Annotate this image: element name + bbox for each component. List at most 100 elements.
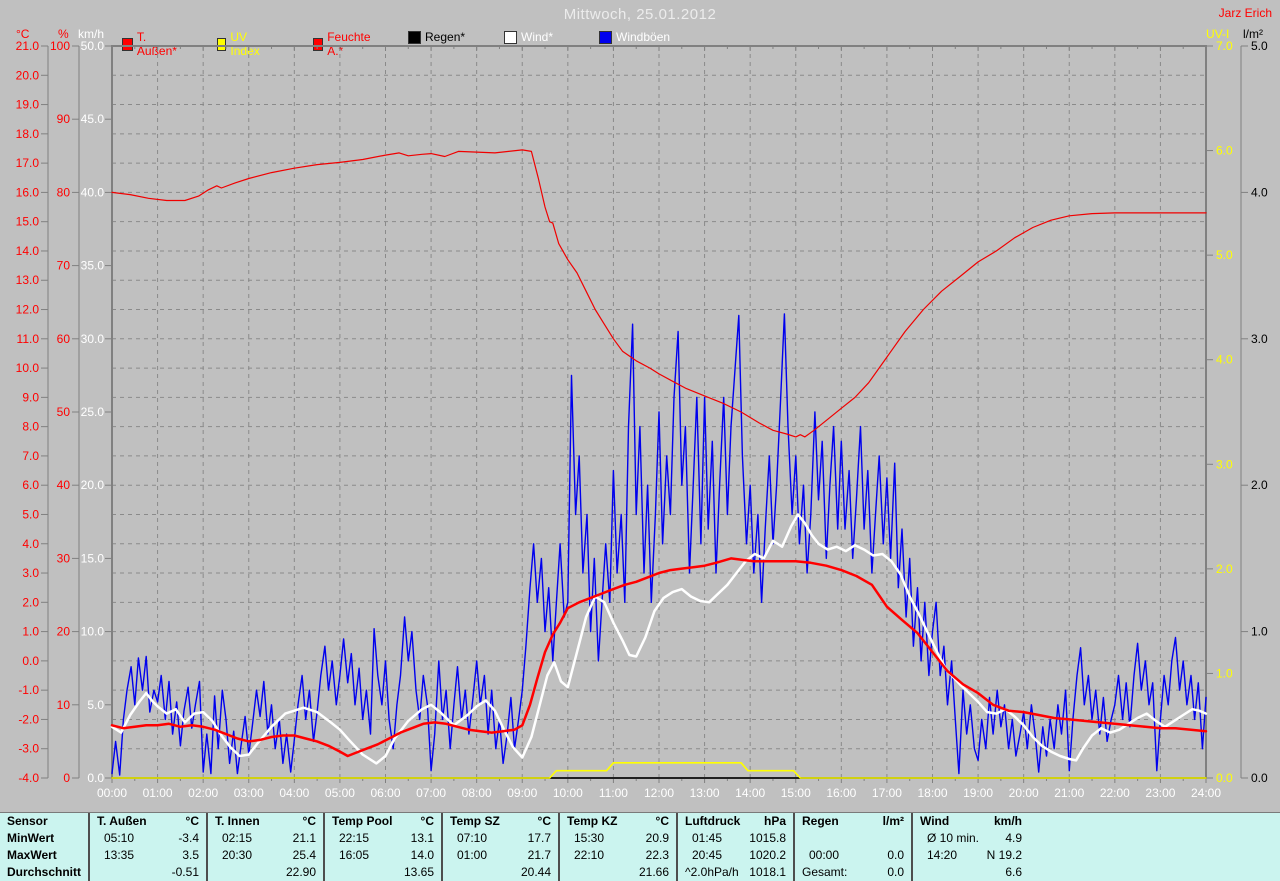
durchschnitt-value: -0.51: [171, 865, 199, 879]
x-axis-tick-label: 22:00: [1100, 786, 1130, 800]
y-axis-uv-tick-label: 7.0: [1216, 39, 1233, 53]
sensor-unit: °C: [420, 814, 434, 828]
y-axis-wind-tick-label: 30.0: [81, 332, 105, 346]
x-axis-tick-label: 03:00: [234, 786, 264, 800]
y-axis-wind-tick-label: 25.0: [81, 405, 105, 419]
y-axis-humidity-tick-label: 60: [57, 332, 71, 346]
y-axis-uv-tick-label: 0.0: [1216, 771, 1233, 785]
y-axis-temp-tick-label: -4.0: [18, 771, 39, 785]
legend-item-4: Regen*: [408, 30, 465, 44]
y-axis-wind-tick-label: 45.0: [81, 112, 105, 126]
y-axis-rain-tick-label: 3.0: [1251, 332, 1268, 346]
series-feuchte-a--line: [111, 149, 1207, 438]
table-column-regen: Regen l/m² 00:00 0.0 Gesamt: 0.0: [793, 813, 911, 881]
y-axis-wind-tick-label: 15.0: [81, 551, 105, 565]
sensor-unit: °C: [537, 814, 551, 828]
legend-label: UV Index: [230, 30, 260, 58]
sensor-name: Luftdruck: [685, 814, 741, 828]
y-axis-rain-tick-label: 5.0: [1251, 39, 1268, 53]
x-axis-tick-label: 20:00: [1009, 786, 1039, 800]
legend-swatch-icon: [599, 30, 612, 44]
x-axis-tick-label: 06:00: [370, 786, 400, 800]
y-axis-temp-tick-label: 8.0: [22, 420, 39, 434]
table-durchschnitt-row: 22.90: [208, 864, 323, 881]
durchschnitt-value: 1018.1: [749, 865, 786, 879]
table-maxwert-row: 13:35 3.5: [90, 847, 206, 864]
durchschnitt-value: 6.6: [1005, 865, 1022, 879]
maxwert-time: 22:10: [574, 848, 605, 862]
y-axis-wind-tick-label: 10.0: [81, 625, 105, 639]
durchschnitt-value: 22.90: [285, 865, 316, 879]
table-row-label: Durchschnitt: [0, 864, 88, 881]
x-axis-tick-label: 15:00: [781, 786, 811, 800]
legend-swatch-icon: [408, 30, 421, 44]
sensor-name: Temp KZ: [567, 814, 618, 828]
minwert-value: 20.9: [645, 831, 669, 845]
legend-label: Feuchte A.*: [327, 30, 371, 58]
legend-item-6: Windböen: [599, 30, 670, 44]
minwert-value: 1015.8: [749, 831, 786, 845]
legend-swatch-icon: [504, 30, 517, 44]
y-axis-temp-tick-label: 20.0: [16, 68, 40, 82]
legend-label: Wind*: [521, 30, 554, 44]
y-axis-unit-humidity: %: [58, 27, 69, 41]
y-axis-temp-tick-label: 16.0: [16, 185, 40, 199]
table-minwert-row: 07:10 17.7: [443, 830, 558, 847]
maxwert-value: 1020.2: [749, 848, 786, 862]
maxwert-value: 14.0: [410, 848, 434, 862]
minwert-time: 01:45: [692, 831, 723, 845]
minwert-time: 02:15: [222, 831, 253, 845]
x-axis-tick-label: 07:00: [416, 786, 446, 800]
minwert-value: 21.1: [292, 831, 316, 845]
y-axis-humidity-tick-label: 80: [57, 185, 71, 199]
table-minwert-row: 22:15 13.1: [325, 830, 441, 847]
x-axis-tick-label: 13:00: [690, 786, 720, 800]
sensor-unit: hPa: [763, 814, 786, 828]
y-axis-temp-tick-label: 12.0: [16, 303, 40, 317]
legend-item-2: UV Index: [217, 30, 263, 58]
table-maxwert-row: 14:20 N 19.2: [913, 847, 1029, 864]
table-row-label-text: Durchschnitt: [7, 865, 82, 879]
table-durchschnitt-row: 6.6: [913, 864, 1029, 881]
table-maxwert-row: 01:00 21.7: [443, 847, 558, 864]
y-axis-rain-tick-label: 1.0: [1251, 625, 1268, 639]
x-axis-tick-label: 10:00: [553, 786, 583, 800]
durchschnitt-value: 13.65: [403, 865, 434, 879]
maxwert-value: N 19.2: [986, 848, 1022, 862]
table-minwert-row: 01:45 1015.8: [678, 830, 793, 847]
y-axis-temp-tick-label: 17.0: [16, 156, 40, 170]
y-axis-wind-tick-label: 0.0: [87, 771, 104, 785]
legend-item-3: Feuchte A.*: [313, 30, 373, 58]
maxwert-time: 20:30: [222, 848, 253, 862]
y-axis-temp-tick-label: 5.0: [22, 507, 39, 521]
table-maxwert-row: 20:45 1020.2: [678, 847, 793, 864]
y-axis-humidity-tick-label: 100: [50, 39, 70, 53]
y-axis-temp-tick-label: 2.0: [22, 595, 39, 609]
table-minwert-row: Ø 10 min. 4.9: [913, 830, 1029, 847]
table-header-row: T. Außen °C: [90, 813, 206, 830]
y-axis-rain-tick-label: 0.0: [1251, 771, 1268, 785]
y-axis-uv-tick-label: 4.0: [1216, 353, 1233, 367]
table-minwert-row: 05:10 -3.4: [90, 830, 206, 847]
x-axis-tick-label: 09:00: [507, 786, 537, 800]
x-axis-tick-label: 00:00: [97, 786, 127, 800]
x-axis-tick-label: 16:00: [826, 786, 856, 800]
maxwert-time: 13:35: [104, 848, 135, 862]
table-minwert-row: [795, 830, 911, 847]
maxwert-time: 20:45: [692, 848, 723, 862]
table-maxwert-row: 16:05 14.0: [325, 847, 441, 864]
y-axis-rain-tick-label: 4.0: [1251, 185, 1268, 199]
legend-swatch-icon: [217, 37, 227, 51]
table-row-label-text: Sensor: [7, 814, 48, 828]
x-axis-tick-label: 12:00: [644, 786, 674, 800]
y-axis-temp-tick-label: -1.0: [18, 683, 39, 697]
legend-swatch-icon: [313, 37, 324, 51]
y-axis-humidity-tick-label: 10: [57, 698, 71, 712]
sensor-name: Temp SZ: [450, 814, 500, 828]
table-row-label: MaxWert: [0, 847, 88, 864]
minwert-time: Ø 10 min.: [927, 831, 980, 845]
table-header-row: Temp SZ °C: [443, 813, 558, 830]
maxwert-value: 22.3: [645, 848, 669, 862]
series-wind-line: [110, 513, 1208, 765]
x-axis-tick-label: 11:00: [599, 786, 628, 800]
